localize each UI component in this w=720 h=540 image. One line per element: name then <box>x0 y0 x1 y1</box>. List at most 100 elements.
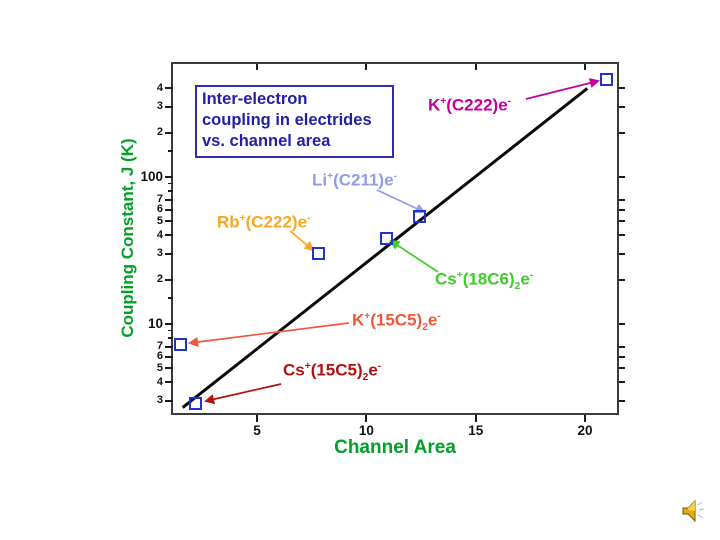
speaker-icon[interactable] <box>680 497 708 525</box>
data-point <box>173 337 187 351</box>
annotation-text-segment: (15C5) <box>310 360 363 380</box>
x-tick-mark <box>365 415 368 422</box>
y-tick-mark-right <box>619 345 625 348</box>
x-tick-label: 20 <box>577 423 593 438</box>
y-tick-mark-right <box>619 399 625 402</box>
annotation-text-segment: - <box>437 311 441 322</box>
y-tick-mark <box>165 105 173 108</box>
y-tick-mark <box>165 399 173 402</box>
y-tick-mark <box>165 252 173 255</box>
y-tick-label: 2 <box>156 273 163 286</box>
annotation-text-segment: e <box>520 269 530 289</box>
y-tick-mark <box>165 220 173 223</box>
y-tick-label: 4 <box>156 81 163 94</box>
data-point <box>311 247 325 261</box>
y-tick-mark-right <box>619 175 625 178</box>
y-tick-mark-right <box>619 105 625 108</box>
y-tick-label: 3 <box>156 394 163 407</box>
annotation-text-segment: - <box>529 270 534 281</box>
y-tick-mark <box>165 175 173 178</box>
y-minor-tick-mark <box>168 337 173 339</box>
y-tick-label: 4 <box>156 228 163 241</box>
annotation-text-segment: e <box>368 360 378 380</box>
y-tick-mark-right <box>619 87 625 90</box>
annotation-text-segment: + <box>239 213 246 224</box>
annotation-text-segment: Li <box>312 170 328 190</box>
annotation-text-segment: (15C5) <box>370 310 423 330</box>
y-minor-tick-mark <box>168 150 173 152</box>
data-point <box>189 396 203 410</box>
data-point <box>600 72 614 86</box>
annotation-text-segment: Cs <box>283 360 305 380</box>
y-tick-mark <box>165 208 173 211</box>
annotation-text-segment: (C222)e <box>446 95 508 115</box>
y-tick-label: 5 <box>156 214 163 227</box>
annotation-text-segment: K <box>428 95 441 115</box>
y-tick-mark-right <box>619 198 625 201</box>
annotation-text-segment: - <box>507 96 512 107</box>
y-tick-mark <box>165 198 173 201</box>
annotation-text-segment: e <box>427 310 438 330</box>
y-tick-mark <box>165 131 173 134</box>
data-point <box>379 232 393 246</box>
y-tick-mark <box>165 87 173 90</box>
speaker-highlight <box>688 501 695 511</box>
y-tick-mark-right <box>619 234 625 237</box>
y-tick-label: 7 <box>156 193 163 206</box>
annotation-text-segment: - <box>393 171 397 182</box>
annotation-text-segment: (C211)e <box>333 170 394 190</box>
chart-title-line: vs. channel area <box>202 132 331 150</box>
annotation-text-segment: + <box>440 96 447 107</box>
x-tick-mark-top <box>584 64 587 70</box>
x-tick-mark <box>474 415 477 422</box>
annotation-text-segment: + <box>364 311 371 322</box>
x-tick-mark <box>584 415 587 422</box>
annotation-text-segment: + <box>327 171 334 182</box>
annotation-text-segment: (18C6) <box>462 269 515 289</box>
x-tick-mark-top <box>365 64 368 70</box>
annotation-label: Cs+(15C5)2e- <box>283 361 381 383</box>
y-tick-mark <box>165 381 173 384</box>
x-tick-mark-top <box>255 64 258 70</box>
speaker-sparkles <box>697 501 705 519</box>
y-tick-mark-right <box>619 208 625 211</box>
y-minor-tick-mark <box>168 182 173 185</box>
y-tick-label: 6 <box>156 350 163 363</box>
y-tick-mark-right <box>619 322 625 325</box>
data-point <box>413 209 427 223</box>
y-tick-label: 2 <box>156 126 163 139</box>
y-minor-tick-mark <box>168 329 173 332</box>
y-tick-label: 7 <box>156 340 163 353</box>
x-tick-label: 15 <box>468 423 484 438</box>
annotation-text-segment: 2 <box>422 322 428 334</box>
chart-title-box: Inter-electron coupling in electrides vs. … <box>195 85 394 158</box>
x-axis-title: Channel Area <box>334 437 456 458</box>
chart-title-line: Inter-electron <box>202 90 308 108</box>
annotation-text-segment: (C222)e <box>245 212 308 232</box>
annotation-text-segment: - <box>307 213 311 224</box>
y-tick-mark <box>165 355 173 358</box>
y-tick-label: 3 <box>156 247 163 260</box>
x-tick-label: 10 <box>358 423 374 438</box>
y-tick-mark <box>165 345 173 348</box>
y-tick-label: 4 <box>156 375 163 388</box>
y-tick-label: 3 <box>156 100 163 113</box>
annotation-text-segment: 2 <box>362 372 369 384</box>
annotation-text-segment: Cs <box>435 269 457 289</box>
y-tick-label: 100 <box>140 168 163 184</box>
annotation-label: Cs+(18C6)2e- <box>435 270 533 292</box>
x-tick-label: 5 <box>253 423 261 438</box>
annotation-text-segment: + <box>304 361 311 372</box>
plot-area <box>171 62 619 415</box>
y-tick-label: 6 <box>156 203 163 216</box>
y-tick-mark-right <box>619 131 625 134</box>
y-tick-mark-right <box>619 367 625 370</box>
annotation-text-segment: - <box>377 361 382 372</box>
x-tick-mark <box>255 415 258 422</box>
y-tick-label: 10 <box>147 315 163 331</box>
annotation-label: Li+(C211)e- <box>312 171 397 190</box>
annotation-text-segment: Rb <box>217 212 240 232</box>
y-tick-mark <box>165 234 173 237</box>
annotation-label: K+(C222)e- <box>428 96 511 115</box>
